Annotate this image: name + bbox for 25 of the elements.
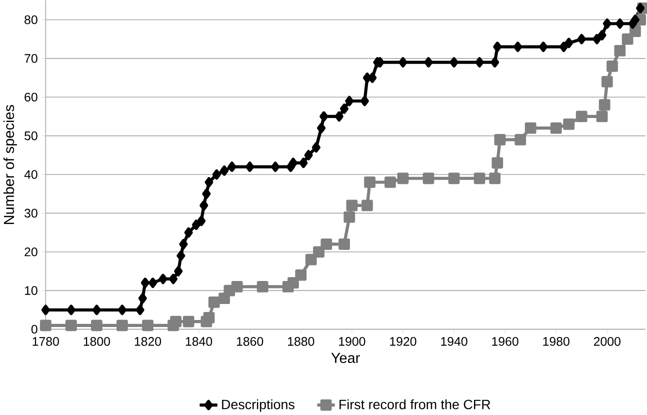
x-tick-label: 1900 <box>339 337 366 346</box>
x-tick-label: 2000 <box>594 337 620 346</box>
x-tick-label: 1820 <box>134 337 162 346</box>
legend-label: Descriptions <box>222 399 294 412</box>
y-tick-label: 80 <box>24 15 38 24</box>
legend-label: First record from the CFR <box>340 399 490 410</box>
x-tick-label: 1840 <box>186 337 212 346</box>
y-tick-label: 0 <box>31 324 38 334</box>
y-tick-label: 70 <box>24 54 38 63</box>
y-tick-label: 20 <box>24 248 38 256</box>
y-tick-label: 60 <box>24 92 38 102</box>
x-axis-title: Year <box>331 353 360 364</box>
y-tick-label: 10 <box>24 286 38 296</box>
x-tick-label: 1960 <box>492 337 518 346</box>
y-tick-label: 30 <box>24 208 38 218</box>
x-tick-label: 1940 <box>441 337 468 346</box>
y-tick-label: 50 <box>24 132 38 140</box>
y-axis-title: Number of species <box>3 105 17 224</box>
x-tick-label: 1780 <box>32 337 59 346</box>
y-tick-label: 40 <box>24 170 38 179</box>
x-tick-label: 1860 <box>236 337 264 346</box>
x-tick-label: 1920 <box>390 337 416 346</box>
x-tick-label: 1880 <box>288 337 314 346</box>
x-tick-label: 1980 <box>543 337 570 346</box>
x-tick-label: 1800 <box>84 337 110 346</box>
